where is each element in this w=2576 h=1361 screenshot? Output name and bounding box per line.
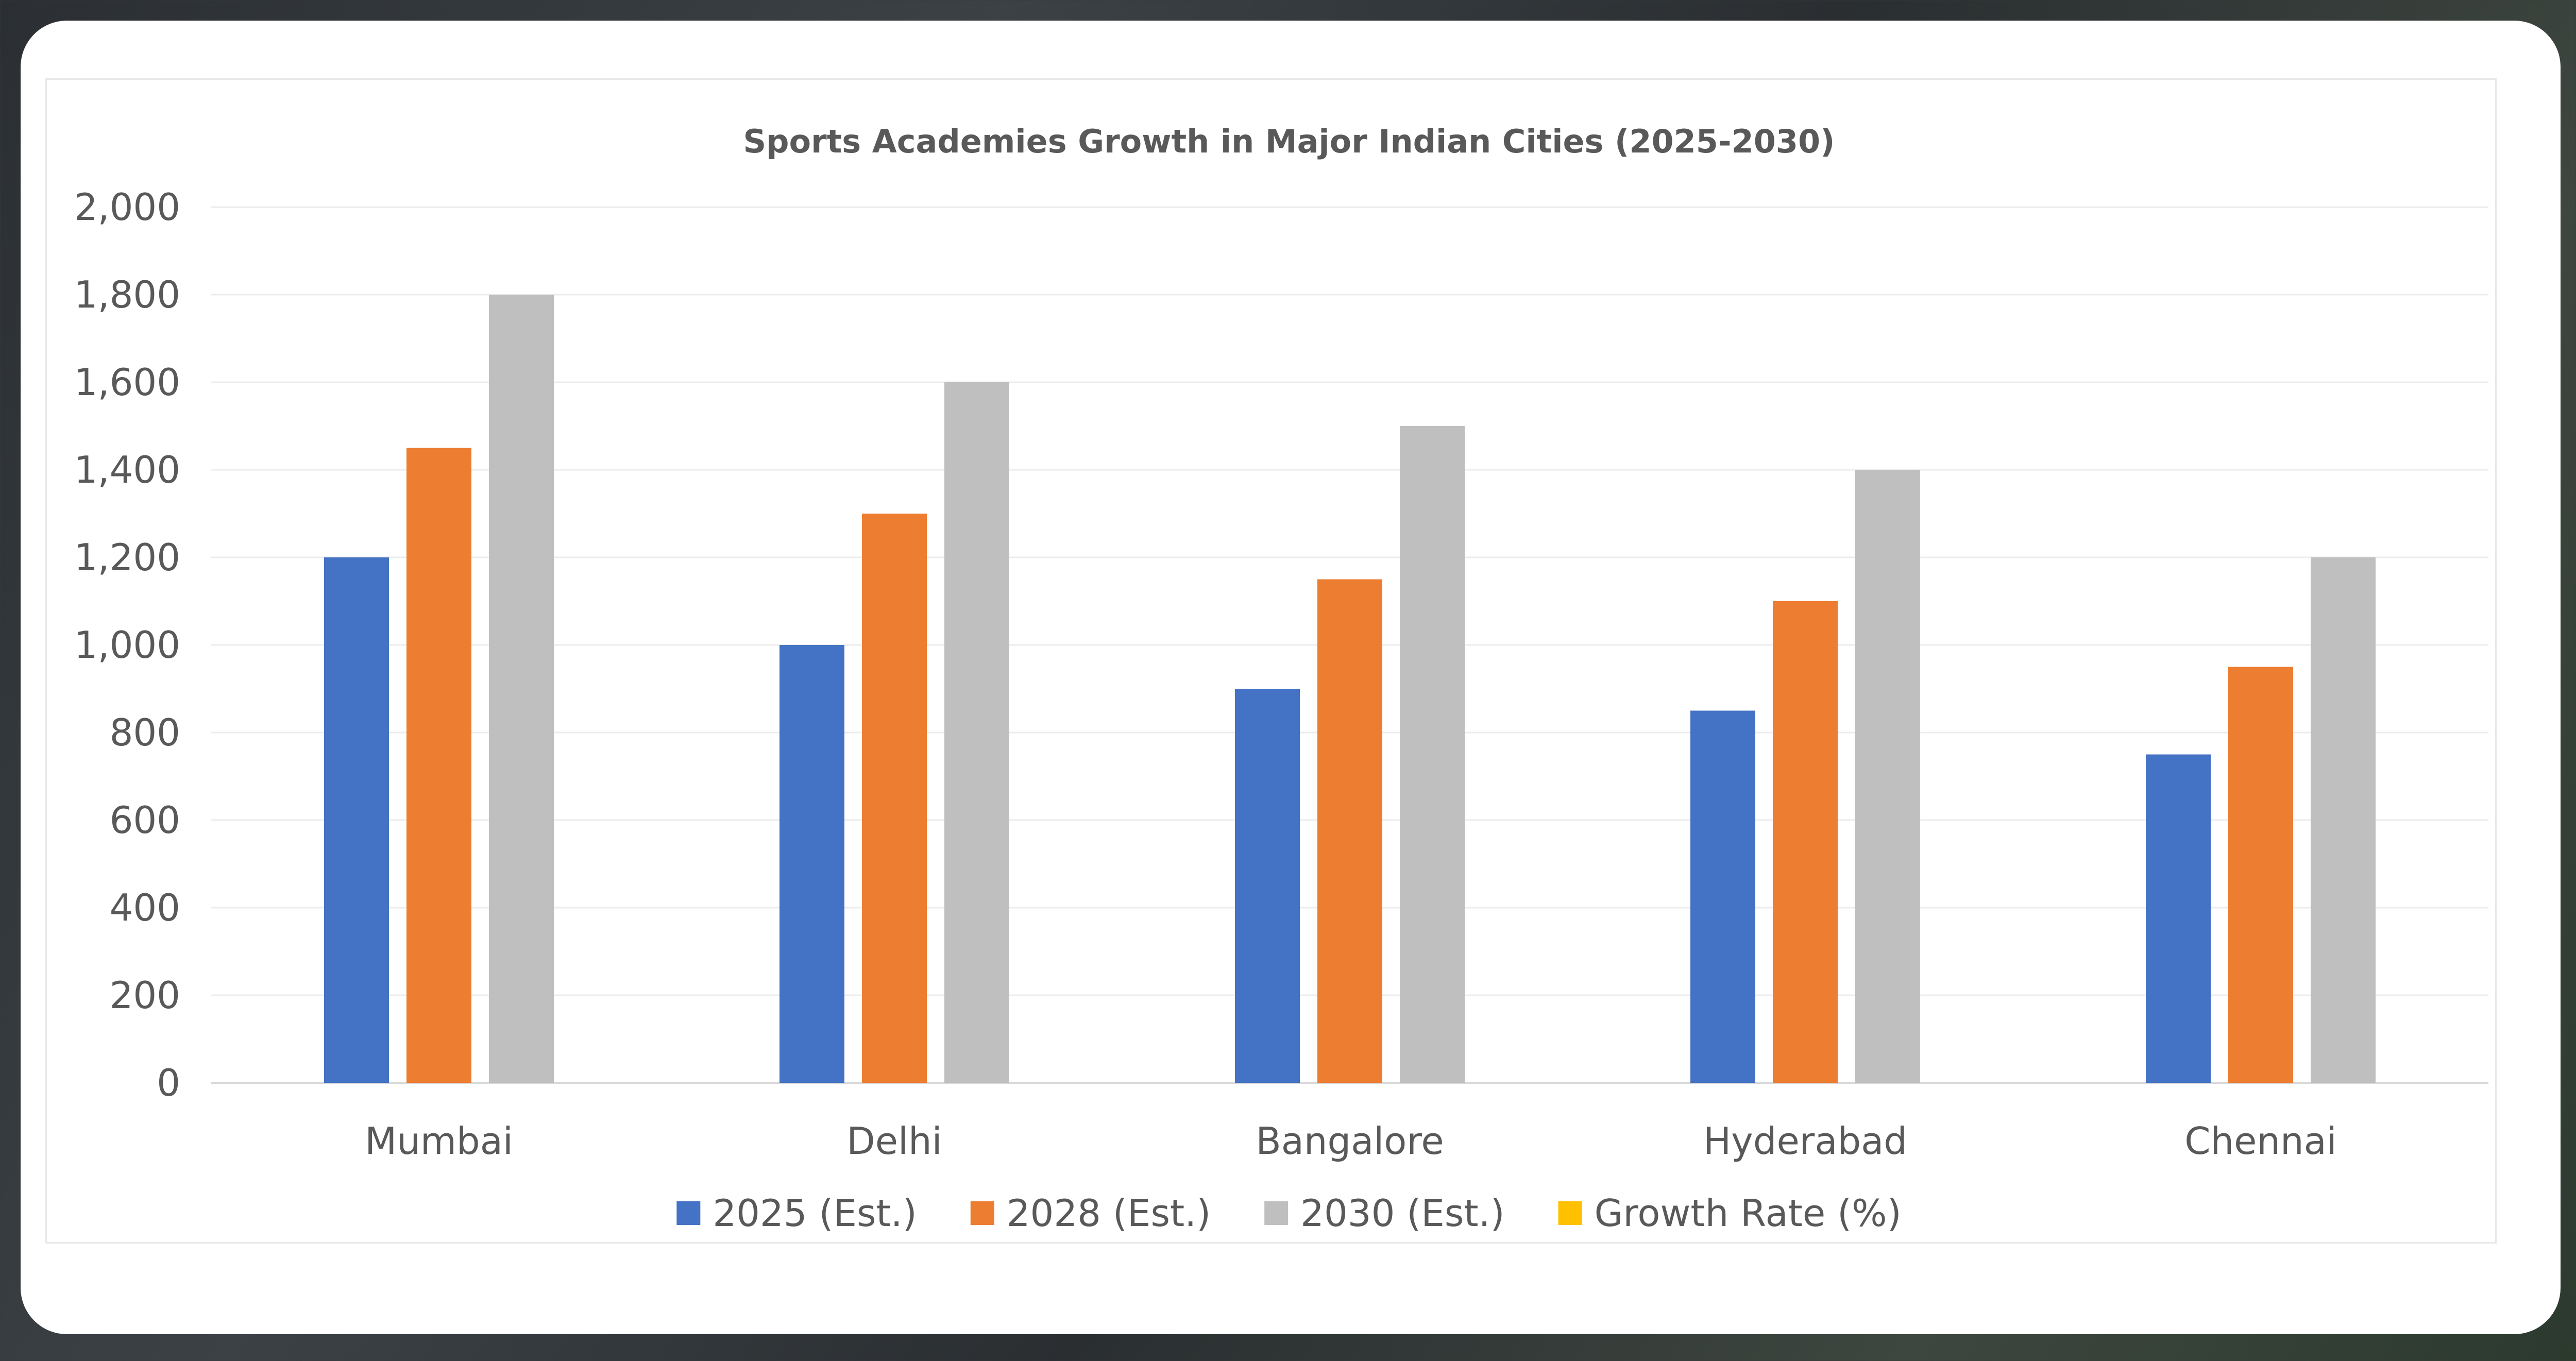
bar-mumbai-series-2 xyxy=(406,448,471,1083)
bar-delhi-series-3 xyxy=(944,382,1009,1083)
x-tick-label: Mumbai xyxy=(365,1119,513,1163)
x-axis-ticks: Mumbai Delhi Bangalore Hyderabad Chennai xyxy=(365,1119,2337,1163)
legend-swatch xyxy=(970,1201,994,1225)
bars xyxy=(324,295,2376,1083)
bar-hyderabad-series-1 xyxy=(1690,710,1755,1083)
legend-swatch xyxy=(1264,1201,1289,1225)
bar-bangalore-series-2 xyxy=(1317,579,1382,1083)
y-tick-label: 400 xyxy=(110,886,180,929)
legend-label: Growth Rate (%) xyxy=(1595,1192,1902,1235)
bar-mumbai-series-1 xyxy=(324,557,389,1083)
legend-label: 2025 (Est.) xyxy=(713,1192,917,1235)
y-tick-label: 1,200 xyxy=(74,536,180,579)
bar-bangalore-series-3 xyxy=(1400,426,1465,1083)
y-tick-label: 1,400 xyxy=(74,448,180,491)
legend-label: 2028 (Est.) xyxy=(1007,1192,1211,1235)
y-tick-label: 1,800 xyxy=(74,273,180,316)
bar-hyderabad-series-2 xyxy=(1773,601,1838,1083)
x-tick-label: Chennai xyxy=(2184,1119,2337,1163)
x-tick-label: Hyderabad xyxy=(1703,1119,1907,1163)
y-axis-ticks: 0 200 400 600 800 1,000 1,200 1,400 1,600 1,800 2,… xyxy=(74,185,180,1104)
y-tick-label: 800 xyxy=(110,711,180,754)
bar-chennai-series-1 xyxy=(2146,754,2211,1083)
y-tick-label: 600 xyxy=(110,798,180,842)
y-tick-label: 200 xyxy=(110,974,180,1017)
legend-swatch xyxy=(676,1201,701,1225)
y-tick-label: 0 xyxy=(157,1061,180,1104)
x-tick-label: Delhi xyxy=(846,1119,942,1163)
y-tick-label: 1,000 xyxy=(74,623,180,667)
bar-bangalore-series-1 xyxy=(1235,689,1300,1083)
bar-delhi-series-1 xyxy=(779,645,844,1083)
bar-hyderabad-series-3 xyxy=(1855,470,1920,1083)
chart-title: Sports Academies Growth in Major Indian … xyxy=(743,123,1835,160)
bar-chennai-series-2 xyxy=(2228,667,2293,1083)
bar-delhi-series-2 xyxy=(862,514,927,1083)
legend-swatch xyxy=(1558,1201,1582,1225)
y-tick-label: 1,600 xyxy=(74,361,180,404)
legend: 2025 (Est.) 2028 (Est.) 2030 (Est.) Growth … xyxy=(676,1192,1902,1235)
y-tick-label: 2,000 xyxy=(74,185,180,229)
x-tick-label: Bangalore xyxy=(1256,1119,1444,1163)
legend-label: 2030 (Est.) xyxy=(1300,1192,1504,1235)
bar-mumbai-series-3 xyxy=(489,295,554,1083)
bar-chennai-series-3 xyxy=(2311,557,2376,1083)
